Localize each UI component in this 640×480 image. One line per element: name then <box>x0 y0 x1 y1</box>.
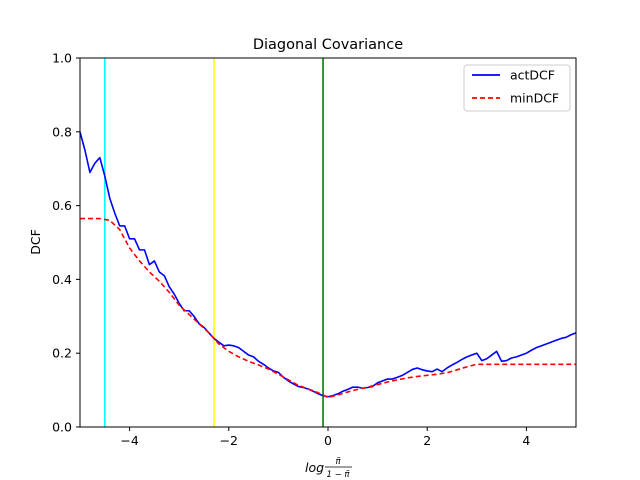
legend-label-actdcf: actDCF <box>510 68 555 83</box>
x-tick-label: −4 <box>120 433 138 448</box>
x-axis-label-denominator: 1 − π̃ <box>326 470 350 480</box>
x-axis-label: log π̃ 1 − π̃ <box>305 457 352 480</box>
legend-box <box>463 64 571 112</box>
y-tick-label: 0.8 <box>52 124 72 139</box>
legend: actDCF minDCF <box>463 64 571 112</box>
y-axis-ticks: 0.0 0.2 0.4 0.6 0.8 1.0 <box>52 51 80 435</box>
y-tick-label: 0.4 <box>52 272 72 287</box>
series-line-actdcf <box>79 131 577 398</box>
y-tick-label: 1.0 <box>52 51 72 66</box>
y-tick-label: 0.2 <box>52 346 72 361</box>
x-tick-label: 0 <box>324 433 332 448</box>
vertical-lines <box>104 58 324 427</box>
x-tick-label: 4 <box>522 433 530 448</box>
x-axis-label-numerator: π̃ <box>335 457 341 467</box>
x-tick-label: −2 <box>220 433 238 448</box>
series-line-mindcf <box>80 217 576 399</box>
legend-label-mindcf: minDCF <box>510 91 559 106</box>
y-tick-label: 0.6 <box>52 198 72 213</box>
series-lines <box>79 131 577 399</box>
x-axis-ticks: −4 −2 0 2 4 <box>120 427 530 448</box>
x-tick-label: 2 <box>423 433 431 448</box>
y-axis-label: DCF <box>28 229 43 255</box>
y-tick-label: 0.0 <box>52 420 72 435</box>
x-axis-label-log: log <box>305 460 324 475</box>
chart-title: Diagonal Covariance <box>253 37 403 53</box>
plot-area <box>80 58 576 427</box>
